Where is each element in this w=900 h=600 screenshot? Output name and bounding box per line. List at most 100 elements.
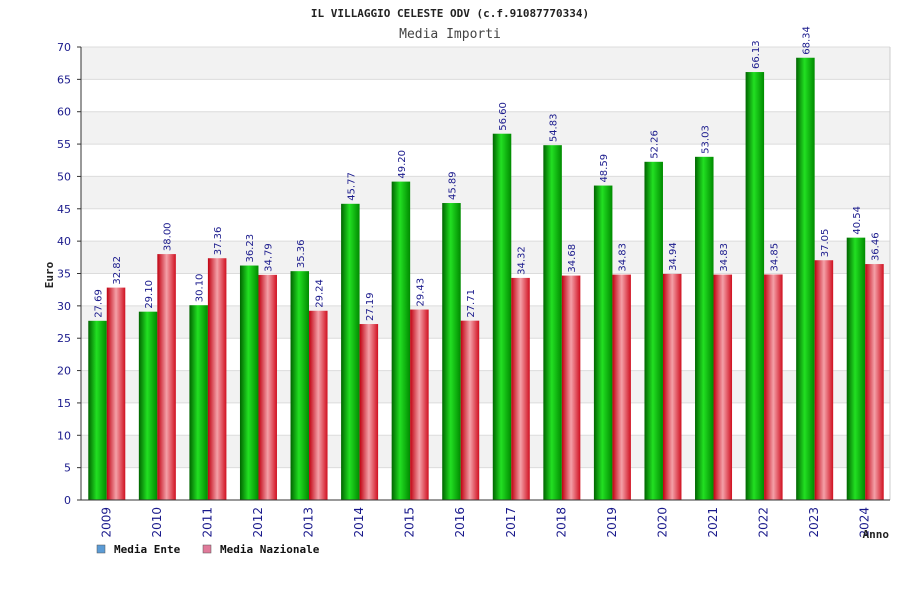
bar-media-nazionale-2009 [106,287,126,500]
bar-media-nazionale-2011 [207,258,227,500]
x-tick-label-2015: 2015 [403,507,417,538]
data-label-media-ente-2018: 54.83 [549,114,560,143]
x-tick-label-2020: 2020 [655,507,669,538]
y-tick-label: 0 [64,494,71,507]
legend-label-media-nazionale: Media Nazionale [220,543,320,556]
bar-media-nazionale-2015 [410,309,429,500]
grid-band [81,176,890,209]
x-axis: 2009 2010 2011 2012 2013 2014 2015 2016 2017 2018… [81,499,890,538]
x-tick-label-2011: 2011 [200,507,214,538]
bar-media-nazionale-2014 [359,324,379,500]
bar-media-nazionale-2017 [511,277,530,500]
bar-media-nazionale-2024 [865,264,884,500]
x-tick-label-2010: 2010 [150,507,164,538]
legend-swatch-media-nazionale [202,544,212,554]
x-tick-label-2009: 2009 [99,507,113,538]
y-tick-label: 60 [57,106,71,119]
bar-media-nazionale-2018 [561,275,581,500]
bar-media-ente-2012 [239,265,259,500]
y-tick-label: 20 [57,365,71,378]
bar-media-ente-2016 [442,203,461,501]
chart-title: IL VILLAGGIO CELESTE ODV (c.f.9108777033… [311,7,589,20]
data-label-media-nazionale-2024: 36.46 [870,232,881,261]
bar-media-ente-2009 [88,320,107,500]
data-label-media-ente-2013: 35.36 [296,240,307,269]
bar-media-nazionale-2022 [764,274,783,500]
chart-subtitle: Media Importi [399,27,501,42]
data-label-media-nazionale-2010: 38.00 [163,222,174,251]
bar-media-nazionale-2019 [612,274,631,500]
y-tick-label: 45 [57,203,71,216]
legend: Media Ente Media Nazionale [96,543,320,556]
legend-swatch-media-ente [96,544,106,554]
bar-media-ente-2021 [695,156,714,501]
x-tick-label-2012: 2012 [251,507,265,538]
bar-media-ente-2010 [138,311,158,500]
data-label-media-ente-2020: 52.26 [650,130,661,159]
y-tick-label: 35 [57,268,71,281]
y-tick-label: 10 [57,429,71,442]
data-label-media-nazionale-2015: 29.43 [415,278,426,307]
x-tick-label-2013: 2013 [302,507,316,538]
bar-media-ente-2018 [543,145,562,500]
y-tick-label: 5 [64,462,71,475]
y-axis-label: Euro [43,261,56,288]
bar-media-ente-2014 [341,203,360,500]
data-label-media-nazionale-2013: 29.24 [314,279,325,308]
x-tick-label-2014: 2014 [352,507,366,538]
bar-media-ente-2013 [290,271,310,500]
data-label-media-nazionale-2022: 34.85 [769,243,780,272]
data-label-media-ente-2024: 40.54 [852,206,863,235]
y-tick-label: 30 [57,300,71,313]
bar-media-nazionale-2021 [713,274,733,500]
grid-band [81,47,890,80]
bar-media-ente-2017 [492,133,512,500]
x-tick-label-2023: 2023 [807,507,821,538]
data-label-media-nazionale-2019: 34.83 [618,243,629,272]
x-tick-label-2016: 2016 [453,507,467,538]
data-label-media-nazionale-2021: 34.83 [719,243,730,272]
data-label-media-nazionale-2014: 27.19 [365,292,376,321]
x-tick-label-2018: 2018 [554,507,568,538]
x-tick-label-2021: 2021 [706,507,720,538]
y-tick-label: 25 [57,332,71,345]
y-tick-label: 65 [57,73,71,86]
data-label-media-ente-2009: 27.69 [94,289,105,318]
bar-media-nazionale-2016 [460,320,480,500]
x-axis-label: Anno [863,528,890,541]
data-label-media-nazionale-2020: 34.94 [668,242,679,271]
data-labels: 27.69 29.10 30.10 36.23 35.36 45.77 49.20 45.89… [94,26,882,321]
data-label-media-ente-2012: 36.23 [245,234,256,263]
x-tick-label-2017: 2017 [504,507,518,538]
x-tick-label-2022: 2022 [757,507,771,538]
y-tick-label: 15 [57,397,71,410]
bar-media-nazionale-2012 [258,274,277,500]
bar-media-ente-2019 [593,185,613,500]
data-label-media-ente-2011: 30.10 [195,274,206,303]
bar-media-nazionale-2013 [309,310,328,500]
data-label-media-ente-2010: 29.10 [144,280,155,309]
data-label-media-ente-2021: 53.03 [700,125,711,154]
bar-media-nazionale-2023 [814,260,834,500]
y-tick-label: 55 [57,138,71,151]
y-tick-label: 70 [57,41,71,54]
x-tick-label-2024: 2024 [858,507,872,538]
data-label-media-ente-2015: 49.20 [397,150,408,179]
bar-media-nazionale-2010 [157,254,176,500]
data-label-media-ente-2019: 48.59 [599,154,610,183]
data-label-media-ente-2022: 66.13 [751,40,762,69]
bar-media-ente-2015 [391,181,411,500]
bar-media-ente-2022 [745,72,765,500]
y-tick-label: 50 [57,170,71,183]
data-label-media-nazionale-2012: 34.79 [264,243,275,272]
data-label-media-nazionale-2017: 34.32 [517,246,528,275]
grid-band [81,111,890,145]
data-label-media-nazionale-2011: 37.36 [213,227,224,256]
legend-label-media-ente: Media Ente [114,543,181,556]
data-label-media-nazionale-2018: 34.68 [567,244,578,273]
bar-media-nazionale-2020 [662,273,682,500]
bar-media-ente-2023 [796,57,815,500]
x-tick-label-2019: 2019 [605,507,619,538]
data-label-media-ente-2014: 45.77 [346,172,357,201]
